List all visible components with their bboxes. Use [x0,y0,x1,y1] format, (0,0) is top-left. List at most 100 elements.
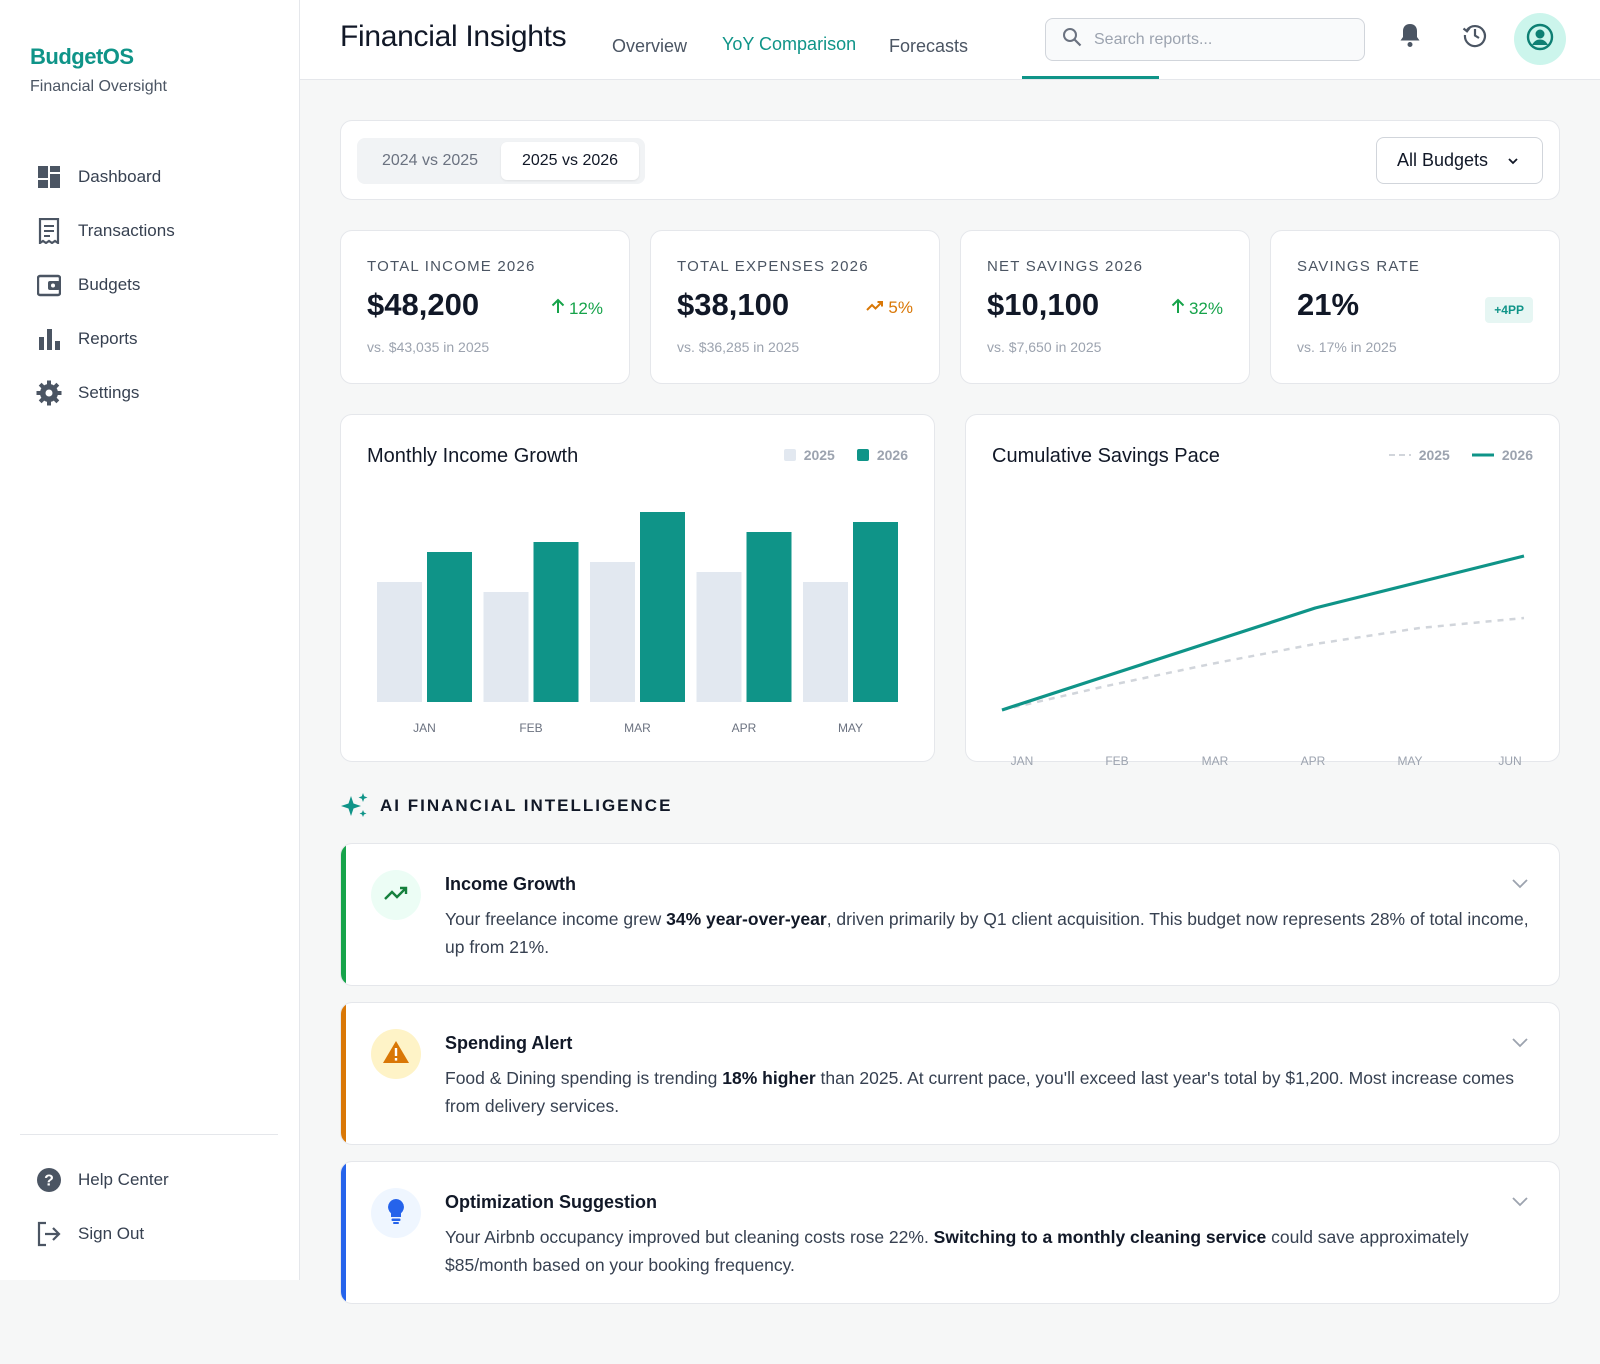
chart-legend: 2025 2026 [1388,447,1533,463]
x-tick-label: JAN [413,721,436,735]
stat-delta: 32% [1171,298,1223,319]
history-button[interactable] [1460,22,1490,52]
chevron-down-icon[interactable] [1511,1194,1529,1212]
legend-label: 2025 [1418,447,1450,463]
income-bar-chart: JAN FEB MAR APR MAY [377,512,898,735]
sidebar-item-label: Reports [78,329,138,348]
insight-card-optimization-suggestion[interactable]: Optimization Suggestion Your Airbnb occu… [340,1161,1560,1304]
stat-delta: 5% [866,298,913,318]
stat-delta-value: 12% [568,298,603,318]
chart-title: Monthly Income Growth [367,445,579,467]
insight-card-income-growth[interactable]: Income Growth Your freelance income grew… [340,843,1560,986]
bar-2026-feb [533,542,579,702]
sidebar-item-budgets[interactable]: Budgets [20,258,280,312]
cumulative-savings-pace-card: Cumulative Savings Pace 2025 2026 JAN FEB… [965,414,1560,768]
legend-label: 2025 [803,447,835,463]
sidebar-item-help-center[interactable]: ? Help Center [20,1153,280,1207]
stat-delta-badge: +4PP [1485,297,1533,323]
sidebar-item-settings[interactable]: Settings [20,366,280,420]
stat-delta: 12% [551,298,603,319]
notifications-button[interactable] [1395,22,1425,52]
insight-icon-wrap [371,1029,421,1079]
insight-highlight: Switching to a monthly cleaning service [933,1227,1267,1247]
sidebar: BudgetOS Financial Oversight Dashboard T… [0,0,300,1280]
legend-label: 2026 [876,447,908,463]
tab-forecasts[interactable]: Forecasts [889,36,969,56]
bar-2026-may [853,522,898,702]
page-title: Financial Insights [340,20,567,53]
insight-card-spending-alert[interactable]: Spending Alert Food & Dining spending is… [340,1002,1560,1145]
tab-yoy-comparison[interactable]: YoY Comparison [722,34,857,54]
legend-item-2025: 2025 [783,447,835,463]
x-tick-label: MAR [624,721,651,735]
ai-section-heading: AI FINANCIAL INTELLIGENCE [340,792,672,820]
stat-label: TOTAL INCOME 2026 [367,258,536,275]
brand-subtitle: Financial Oversight [30,78,167,95]
insight-accent-bar [341,1003,346,1144]
stat-delta-value: 5% [888,298,913,317]
sidebar-item-transactions[interactable]: Transactions [20,204,280,258]
legend-line-dashed [1388,454,1411,456]
brand-name[interactable]: BudgetOS [30,44,134,69]
insight-body: Your Airbnb occupancy improved but clean… [445,1223,1535,1279]
help-icon: ? [36,1167,62,1193]
sidebar-item-reports[interactable]: Reports [20,312,280,366]
arrow-up-icon [551,298,565,319]
bar-2025-jan [377,582,422,702]
sidebar-item-dashboard[interactable]: Dashboard [20,150,280,204]
sidebar-item-label: Budgets [78,275,141,294]
warning-icon [382,1039,410,1070]
segment-2025-vs-2026[interactable]: 2025 vs 2026 [501,142,639,180]
legend-item-2025: 2025 [1388,447,1450,463]
chevron-down-icon[interactable] [1511,876,1529,894]
insight-accent-bar [341,1162,346,1303]
legend-swatch [783,449,796,461]
stat-delta-value: 32% [1188,298,1223,318]
search-input[interactable] [1094,30,1344,49]
trending-up-icon [383,884,409,907]
insight-title: Spending Alert [445,1033,573,1053]
receipt-icon [36,218,62,244]
active-tab-indicator [1022,76,1159,79]
sign-out-icon [36,1221,62,1247]
account-icon [1526,23,1554,56]
arrow-up-icon [1171,298,1185,319]
tab-overview[interactable]: Overview [612,36,688,56]
budget-filter-select[interactable]: All Budgets [1376,137,1543,184]
user-avatar-button[interactable] [1514,13,1566,65]
trending-up-icon [866,298,884,318]
insight-icon-wrap [371,1188,421,1238]
ai-section-title: AI FINANCIAL INTELLIGENCE [380,796,673,815]
search-box[interactable] [1045,18,1365,61]
bar-2026-jan [427,552,472,702]
sidebar-item-label: Settings [78,383,140,402]
stat-value: $10,100 [987,287,1100,322]
sidebar-item-label: Help Center [78,1170,169,1189]
insight-icon-wrap [371,870,421,920]
segment-2024-vs-2025[interactable]: 2024 vs 2025 [381,152,479,169]
lightbulb-icon [385,1197,407,1230]
insight-text: could save approximately $85/month based… [445,1227,1469,1275]
sidebar-divider [20,1134,278,1135]
insight-text: Your Airbnb occupancy improved but clean… [445,1227,934,1247]
insight-highlight: 34% year-over-year [666,909,827,929]
chevron-down-icon[interactable] [1511,1035,1529,1053]
stat-card-net-savings: NET SAVINGS 2026 $10,100 32% vs. $7,650 … [960,230,1250,384]
chevron-down-icon [1506,152,1520,173]
comparison-filter-bar: 2024 vs 2025 2025 vs 2026 All Budgets [340,120,1560,200]
gear-icon [36,380,62,406]
top-header: Financial Insights Overview YoY Comparis… [300,0,1600,80]
stat-value: $48,200 [367,287,480,322]
insight-title: Income Growth [445,874,577,894]
sidebar-item-sign-out[interactable]: Sign Out [20,1207,280,1261]
wallet-icon [36,272,62,298]
dashboard-icon [36,164,62,190]
line-series-2025 [1001,616,1525,712]
x-tick-label: MAY [1397,754,1422,768]
x-tick-label: MAR [1202,754,1229,768]
sidebar-item-label: Sign Out [78,1224,145,1243]
legend-swatch [856,449,869,461]
sidebar-bottom-nav: ? Help Center Sign Out [20,1153,280,1261]
stat-label: SAVINGS RATE [1297,258,1421,275]
stat-value: 21% [1297,287,1360,322]
